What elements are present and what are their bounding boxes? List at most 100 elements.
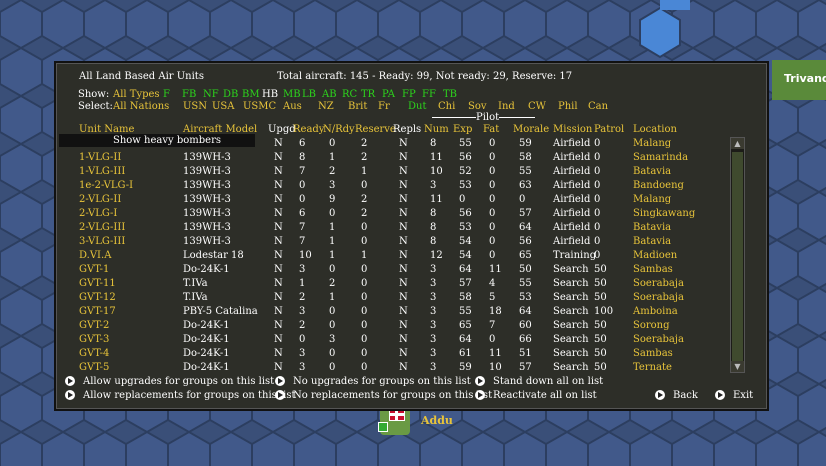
cell-unit-name[interactable]: 1-VLG-II bbox=[79, 152, 122, 163]
cell-location[interactable]: Batavia bbox=[633, 236, 672, 247]
column-header-ready[interactable]: Ready bbox=[293, 124, 325, 135]
cell-mission[interactable]: Search bbox=[553, 320, 589, 331]
cell-location[interactable]: Malang bbox=[633, 138, 672, 149]
cell-unit-name[interactable]: GVT-17 bbox=[79, 306, 116, 317]
cell-mission[interactable]: Airfield bbox=[553, 222, 591, 233]
nation-ind[interactable]: Ind bbox=[498, 101, 515, 112]
show-type-tr[interactable]: TR bbox=[361, 89, 376, 100]
cell-unit-name[interactable]: 1e-2-VLG-I bbox=[79, 180, 134, 191]
show-type-f[interactable]: F bbox=[163, 89, 170, 100]
scroll-down-icon[interactable]: ▼ bbox=[731, 361, 744, 372]
show-type-bm[interactable]: BM bbox=[242, 89, 260, 100]
cell-mission[interactable]: Search bbox=[553, 334, 589, 345]
cell-location[interactable]: Samarinda bbox=[633, 152, 689, 163]
cell-mission[interactable]: Search bbox=[553, 306, 589, 317]
cell-unit-name[interactable]: 2-VLG-I bbox=[79, 208, 118, 219]
cell-mission[interactable]: Search bbox=[553, 292, 589, 303]
cell-upgd[interactable]: N bbox=[274, 166, 283, 177]
cell-unit-name[interactable]: 2-VLG-II bbox=[79, 194, 122, 205]
cell-repls[interactable]: N bbox=[399, 236, 408, 247]
column-header-num[interactable]: Num bbox=[424, 124, 449, 135]
stand-down-bullet-icon[interactable] bbox=[475, 376, 485, 386]
nation-usn[interactable]: USN bbox=[183, 101, 208, 112]
nation-nz[interactable]: NZ bbox=[318, 101, 334, 112]
cell-repls[interactable]: N bbox=[399, 292, 408, 303]
exit-button[interactable]: Exit bbox=[733, 390, 754, 401]
column-header-unit-name[interactable]: Unit Name bbox=[79, 124, 135, 135]
cell-location[interactable]: Soerabaja bbox=[633, 334, 684, 345]
cell-upgd[interactable]: N bbox=[274, 334, 283, 345]
nation-usmc[interactable]: USMC bbox=[243, 101, 277, 112]
cell-mission[interactable]: Search bbox=[553, 264, 589, 275]
cell-location[interactable]: Soerabaja bbox=[633, 292, 684, 303]
nation-usa[interactable]: USA bbox=[212, 101, 235, 112]
nation-cw[interactable]: CW bbox=[528, 101, 546, 112]
cell-mission[interactable]: Airfield bbox=[553, 180, 591, 191]
cell-upgd[interactable]: N bbox=[274, 180, 283, 191]
cell-repls[interactable]: N bbox=[399, 208, 408, 219]
cell-unit-name[interactable]: D.VI.A bbox=[79, 250, 112, 261]
nation-aus[interactable]: Aus bbox=[283, 101, 302, 112]
cell-upgd[interactable]: N bbox=[274, 362, 283, 373]
cell-repls[interactable]: N bbox=[399, 320, 408, 331]
column-header-upgd[interactable]: Upgd bbox=[268, 124, 296, 135]
cell-upgd[interactable]: N bbox=[274, 320, 283, 331]
nation-dut[interactable]: Dut bbox=[408, 101, 427, 112]
no-replacements-button[interactable]: No replacements for groups on this list bbox=[293, 390, 493, 401]
cell-repls[interactable]: N bbox=[399, 152, 408, 163]
cell-unit-name[interactable]: GVT-12 bbox=[79, 292, 116, 303]
nation-fr[interactable]: Fr bbox=[378, 101, 390, 112]
cell-repls[interactable]: N bbox=[399, 194, 408, 205]
cell-mission[interactable]: Airfield bbox=[553, 152, 591, 163]
show-type-db[interactable]: DB bbox=[223, 89, 239, 100]
cell-upgd[interactable]: N bbox=[274, 278, 283, 289]
cell-mission[interactable]: Search bbox=[553, 278, 589, 289]
show-type-fp[interactable]: FP bbox=[402, 89, 416, 100]
show-all-types[interactable]: All Types bbox=[113, 89, 160, 100]
nation-chi[interactable]: Chi bbox=[438, 101, 456, 112]
scroll-thumb[interactable] bbox=[732, 152, 743, 367]
cell-unit-name[interactable]: 2-VLG-III bbox=[79, 222, 126, 233]
show-type-mb[interactable]: MB bbox=[283, 89, 301, 100]
reactivate-button[interactable]: Reactivate all on list bbox=[493, 390, 597, 401]
cell-mission[interactable]: Training bbox=[553, 250, 597, 261]
nation-phil[interactable]: Phil bbox=[558, 101, 578, 112]
show-type-rc[interactable]: RC bbox=[342, 89, 358, 100]
cell-repls[interactable]: N bbox=[399, 138, 408, 149]
column-header-location[interactable]: Location bbox=[633, 124, 677, 135]
scroll-up-icon[interactable]: ▲ bbox=[731, 138, 744, 149]
cell-upgd[interactable]: N bbox=[274, 264, 283, 275]
cell-unit-name[interactable]: GVT-1 bbox=[79, 264, 110, 275]
no-upgrades-bullet-icon[interactable] bbox=[275, 376, 285, 386]
cell-location[interactable]: Amboina bbox=[633, 306, 678, 317]
nation-brit[interactable]: Brit bbox=[348, 101, 368, 112]
cell-upgd[interactable]: N bbox=[274, 222, 283, 233]
cell-unit-name[interactable]: 1-VLG-III bbox=[79, 166, 126, 177]
column-header-exp[interactable]: Exp bbox=[453, 124, 473, 135]
allow-replacements-button[interactable]: Allow replacements for groups on this li… bbox=[83, 390, 296, 401]
cell-location[interactable]: Bandoeng bbox=[633, 180, 684, 191]
cell-upgd[interactable]: N bbox=[274, 208, 283, 219]
show-type-nf[interactable]: NF bbox=[203, 89, 219, 100]
cell-upgd[interactable]: N bbox=[274, 292, 283, 303]
cell-location[interactable]: Ternate bbox=[633, 362, 672, 373]
cell-mission[interactable]: Search bbox=[553, 362, 589, 373]
cell-location[interactable]: Batavia bbox=[633, 166, 672, 177]
base-marker-icon[interactable] bbox=[378, 422, 388, 432]
cell-repls[interactable]: N bbox=[399, 180, 408, 191]
nation-sov[interactable]: Sov bbox=[468, 101, 487, 112]
cell-repls[interactable]: N bbox=[399, 348, 408, 359]
cell-unit-name[interactable]: GVT-5 bbox=[79, 362, 110, 373]
vertical-scrollbar[interactable]: ▲ ▼ bbox=[730, 137, 745, 373]
column-header-patrol[interactable]: Patrol bbox=[594, 124, 625, 135]
cell-location[interactable]: Madioen bbox=[633, 250, 678, 261]
cell-repls[interactable]: N bbox=[399, 306, 408, 317]
cell-upgd[interactable]: N bbox=[274, 236, 283, 247]
cell-mission[interactable]: Airfield bbox=[553, 208, 591, 219]
back-button[interactable]: Back bbox=[673, 390, 698, 401]
show-type-tb[interactable]: TB bbox=[443, 89, 458, 100]
stand-down-button[interactable]: Stand down all on list bbox=[493, 376, 604, 387]
cell-location[interactable]: Sorong bbox=[633, 320, 670, 331]
nation-can[interactable]: Can bbox=[588, 101, 609, 112]
cell-mission[interactable]: Airfield bbox=[553, 138, 591, 149]
